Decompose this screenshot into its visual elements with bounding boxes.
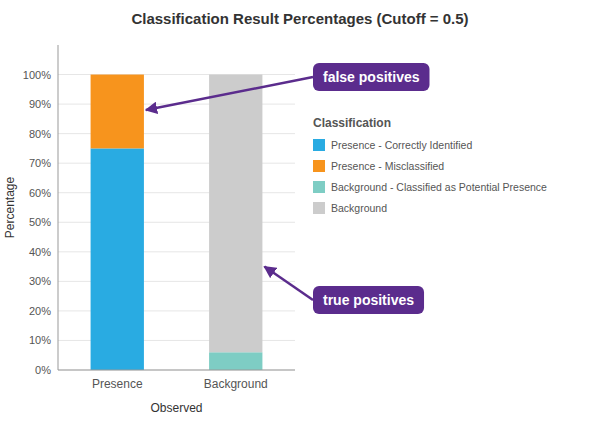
y-axis-title: Percentage [3,176,17,238]
legend: Classification Presence - Correctly Ident… [313,116,547,214]
legend-label: Background - Classified as Potential Pre… [331,181,547,193]
annotation-text: true positives [323,292,414,308]
y-tick-label: 50% [29,216,51,228]
chart-title: Classification Result Percentages (Cutof… [131,10,468,27]
bar-segment [91,75,144,149]
legend-swatch [313,202,325,214]
legend-title: Classification [313,116,391,130]
y-tick-label: 60% [29,187,51,199]
y-tick-label: 80% [29,128,51,140]
y-tick-label: 70% [29,157,51,169]
annotation-box [313,63,430,91]
x-tick-label: Background [204,377,268,391]
annotation-box [313,286,424,314]
bar-segment [91,74,144,75]
bar-segment [209,352,262,370]
x-tick-label: Presence [92,377,143,391]
annotation: false positives [146,63,430,110]
bars [91,75,263,370]
legend-swatch [313,160,325,172]
annotation: true positives [264,267,424,314]
grid-line [58,370,295,371]
bar-segment [91,74,144,75]
legend-label: Presence - Misclassified [331,160,444,172]
annotation-text: false positives [323,69,420,85]
bar-segment [91,148,144,370]
bar-segment [209,75,262,353]
y-tick-label: 10% [29,334,51,346]
chart: 0% 10% 20% 30% 40% 50% 60% 70% 80% 90% 100% Presenc… [0,0,600,430]
y-tick-label: 40% [29,246,51,258]
legend-swatch [313,139,325,151]
grid [58,75,295,370]
legend-swatch [313,181,325,193]
y-tick-label: 100% [23,69,51,81]
y-tick-label: 20% [29,305,51,317]
x-axis [58,370,295,371]
annotation-arrow [146,77,313,110]
y-tick-label: 90% [29,98,51,110]
y-axis [58,45,59,370]
y-tick-label: 0% [35,364,51,376]
x-axis-title: Observed [150,401,202,415]
legend-label: Presence - Correctly Identified [331,139,472,151]
legend-label: Background [331,202,387,214]
annotation-arrow [264,267,313,300]
y-tick-label: 30% [29,275,51,287]
